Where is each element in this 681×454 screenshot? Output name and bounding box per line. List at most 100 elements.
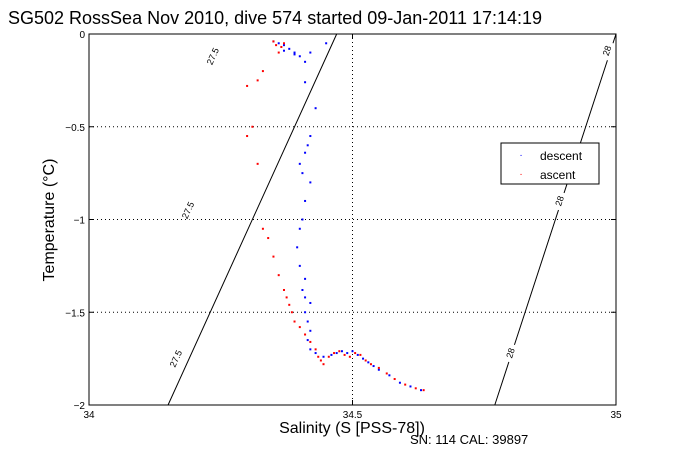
point-descent	[314, 107, 317, 110]
y-tick-label: −1	[74, 216, 86, 227]
point-ascent	[314, 348, 317, 351]
serial-calibration-note: SN: 114 CAL: 39897	[410, 432, 528, 447]
data-points	[246, 40, 425, 392]
point-ascent	[422, 389, 425, 392]
point-descent	[293, 53, 296, 56]
point-ascent	[267, 237, 270, 240]
point-descent	[301, 172, 304, 175]
point-ascent	[285, 296, 288, 299]
point-ascent	[293, 320, 296, 323]
point-ascent	[280, 45, 283, 48]
isopycnal-label-bg	[599, 40, 615, 61]
isopycnal-line	[167, 33, 338, 406]
point-ascent	[393, 378, 396, 381]
point-ascent	[359, 353, 362, 356]
point-descent	[388, 374, 391, 377]
point-descent	[306, 144, 309, 147]
x-axis-label: Salinity (S [PSS-78])	[279, 420, 425, 437]
isopycnal-label-bg	[204, 45, 222, 67]
point-descent	[346, 352, 349, 355]
point-ascent	[272, 255, 275, 258]
point-ascent	[319, 359, 322, 362]
point-ascent	[404, 383, 407, 386]
point-descent	[301, 218, 304, 221]
point-descent	[304, 151, 307, 154]
point-ascent	[322, 363, 325, 366]
point-descent	[372, 365, 375, 368]
point-ascent	[414, 387, 417, 390]
x-tick-label: 35	[610, 410, 622, 421]
point-descent	[330, 353, 333, 356]
point-descent	[367, 361, 370, 364]
point-descent	[314, 352, 317, 355]
point-ascent	[277, 274, 280, 277]
point-descent	[282, 49, 285, 52]
isopycnal-label: 28	[504, 347, 517, 360]
point-descent	[309, 301, 312, 304]
point-descent	[309, 329, 312, 332]
point-ascent	[277, 51, 280, 54]
point-descent	[309, 181, 312, 184]
point-descent	[322, 355, 325, 358]
point-descent	[304, 296, 307, 299]
point-ascent	[282, 288, 285, 291]
point-ascent	[275, 44, 278, 47]
legend-box	[500, 142, 600, 185]
point-ascent	[272, 40, 275, 43]
isopycnal-label: 28	[553, 195, 566, 208]
legend: · descent · ascent	[500, 142, 600, 185]
point-ascent	[256, 162, 259, 165]
legend-label-ascent: ascent	[540, 168, 576, 182]
point-descent	[335, 352, 338, 355]
point-descent	[362, 357, 365, 360]
y-axis-label: Temperature (°C)	[41, 159, 58, 282]
isopycnal-line	[494, 33, 617, 406]
point-ascent	[290, 311, 293, 314]
isopycnal-label: 28	[601, 44, 614, 57]
x-tick-label: 34.5	[343, 410, 363, 421]
point-ascent	[364, 359, 367, 362]
legend-label-descent: descent	[540, 149, 583, 163]
point-ascent	[338, 350, 341, 353]
point-ascent	[327, 355, 330, 358]
point-descent	[304, 60, 307, 63]
point-ascent	[348, 355, 351, 358]
point-ascent	[354, 352, 357, 355]
point-ascent	[385, 372, 388, 375]
point-ascent	[261, 227, 264, 230]
point-ascent	[377, 366, 380, 369]
point-descent	[301, 288, 304, 291]
point-descent	[304, 277, 307, 280]
x-tick-label: 34	[83, 410, 95, 421]
point-ascent	[309, 340, 312, 343]
point-descent	[306, 320, 309, 323]
isopycnal-label-bg	[167, 348, 185, 369]
point-descent	[298, 264, 301, 267]
point-descent	[304, 81, 307, 84]
point-descent	[277, 42, 280, 45]
point-descent	[304, 311, 307, 314]
point-descent	[356, 353, 359, 356]
point-descent	[296, 246, 299, 249]
point-ascent	[333, 352, 336, 355]
point-ascent	[317, 355, 320, 358]
y-tick-label: 0	[79, 30, 85, 41]
point-descent	[420, 389, 423, 392]
point-descent	[306, 339, 309, 342]
point-descent	[282, 44, 285, 47]
point-descent	[377, 368, 380, 371]
point-descent	[298, 55, 301, 58]
point-descent	[309, 135, 312, 138]
point-ascent	[288, 303, 291, 306]
point-descent	[398, 381, 401, 384]
isopycnal-label-bg	[503, 342, 519, 364]
point-descent	[409, 385, 412, 388]
legend-marker-descent: ·	[519, 150, 522, 161]
point-descent	[293, 51, 296, 54]
point-ascent	[246, 135, 249, 138]
point-ascent	[304, 333, 307, 336]
point-ascent	[261, 70, 264, 73]
